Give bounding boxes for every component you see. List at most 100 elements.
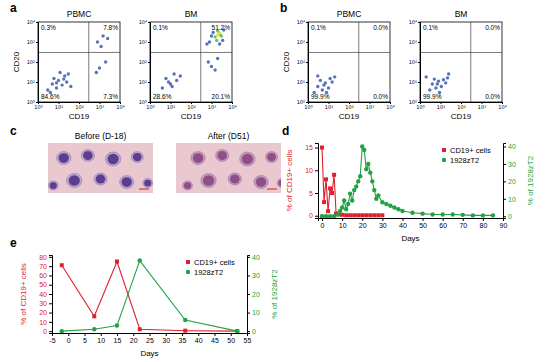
tick: 40 <box>39 291 52 298</box>
tick: 70 <box>39 263 52 270</box>
point <box>324 177 328 181</box>
y-axis: 051015 <box>305 144 318 220</box>
event-dot <box>436 82 439 85</box>
plot-title: PBMC <box>67 9 92 19</box>
y-axis: 01020304050607080 <box>39 254 52 335</box>
tick-label: 10¹ <box>325 104 333 110</box>
point <box>235 329 239 333</box>
tick: 10 <box>503 196 516 203</box>
tick-label: 60 <box>39 272 47 279</box>
tick-label: 10³ <box>409 39 417 45</box>
event-dot <box>106 37 109 40</box>
legend: CD19+ cells1928zT2 <box>442 146 491 165</box>
tick-label: 10⁰ <box>27 99 35 105</box>
tick: 10⁰ <box>146 102 154 110</box>
tick-mark <box>101 333 102 336</box>
tick: 10³ <box>478 102 486 110</box>
point <box>364 167 368 171</box>
tick-label: 10⁴ <box>139 19 147 25</box>
tick-label: 0 <box>321 222 325 229</box>
axis-line <box>319 219 504 222</box>
cell <box>57 152 71 165</box>
tick-label: 20 <box>508 178 516 185</box>
tick: 10² <box>139 59 150 65</box>
tick-label: 10¹ <box>139 79 147 85</box>
x-axis: 0102030405060708090 <box>319 218 508 229</box>
image-layer <box>176 143 281 193</box>
x-axis: 10⁰10¹10²10³10⁴ <box>146 102 236 110</box>
y-axis-title: CD20 <box>282 51 291 72</box>
y2-axis: 010203040 <box>247 254 260 335</box>
tick: 40 <box>399 218 407 229</box>
event-dot <box>179 74 182 77</box>
plot-frame <box>308 22 390 102</box>
tick-label: 10 <box>339 222 347 229</box>
axis-line <box>315 144 319 219</box>
tick-mark <box>148 22 150 23</box>
tick-mark <box>247 331 250 332</box>
tick-mark <box>133 333 134 336</box>
point <box>115 260 119 264</box>
tick-mark <box>36 62 38 63</box>
quadrant-label: 0.0% <box>485 93 500 100</box>
tick-mark <box>315 170 318 171</box>
tick: 0 <box>247 328 256 335</box>
event-dot <box>213 68 216 71</box>
tick: 10⁰ <box>304 102 312 110</box>
tick-mark <box>148 82 150 83</box>
event-dot <box>205 42 208 45</box>
point <box>60 263 64 267</box>
legend-label: CD19+ cells <box>194 258 235 267</box>
event-dot <box>316 85 319 88</box>
tick-label: 10⁴ <box>27 19 35 25</box>
event-dot <box>98 66 101 69</box>
tick-label: 5 <box>309 190 313 197</box>
micrograph: Before (D-18) <box>48 131 153 193</box>
legend-label: 1928zT2 <box>450 156 479 165</box>
tick: 5 <box>309 190 318 197</box>
tick-mark <box>49 322 52 323</box>
tick: 0 <box>309 212 318 219</box>
axis-line <box>418 23 421 103</box>
y2-axis: 010203040 <box>503 143 516 220</box>
tick: 10³ <box>297 39 308 45</box>
tick: 10² <box>27 59 38 65</box>
point <box>380 213 384 217</box>
tick-label: 15 <box>305 144 313 151</box>
point <box>332 173 336 177</box>
tick-mark <box>85 333 86 336</box>
tick-mark <box>306 102 308 103</box>
image-background <box>176 143 281 193</box>
nucleus <box>133 153 142 161</box>
cell <box>277 179 281 188</box>
point <box>376 213 380 217</box>
quadrant-label: 0.0% <box>373 24 388 31</box>
tick-label: 20 <box>252 291 260 298</box>
tick-mark <box>182 333 183 336</box>
tick: 40 <box>247 254 260 261</box>
plot-title: BM <box>185 9 198 19</box>
point <box>420 211 424 215</box>
axis-line <box>306 23 309 103</box>
nucleus <box>217 151 227 160</box>
tick-mark <box>306 62 308 63</box>
tick: 10² <box>297 59 308 65</box>
gate-line <box>420 52 502 53</box>
tick: 50 <box>227 333 235 344</box>
quadrant-label: 84.6% <box>41 93 60 100</box>
y-axis: 10⁰10¹10²10³10⁴ <box>27 19 39 105</box>
tick-mark <box>150 333 151 336</box>
event-dot <box>215 39 218 42</box>
tick-label: 15 <box>114 337 122 344</box>
event-dot <box>104 60 107 63</box>
quadrant-label: 7.8% <box>103 24 118 31</box>
tick-mark <box>36 42 38 43</box>
x-axis-title: Days <box>401 234 419 243</box>
tick-label: 10³ <box>366 104 374 110</box>
data-layer <box>308 22 390 102</box>
tick-mark <box>322 218 323 221</box>
legend: CD19+ cells1928zT2 <box>186 258 235 277</box>
legend-marker <box>186 270 190 274</box>
cell <box>201 174 216 188</box>
nucleus <box>96 175 106 184</box>
